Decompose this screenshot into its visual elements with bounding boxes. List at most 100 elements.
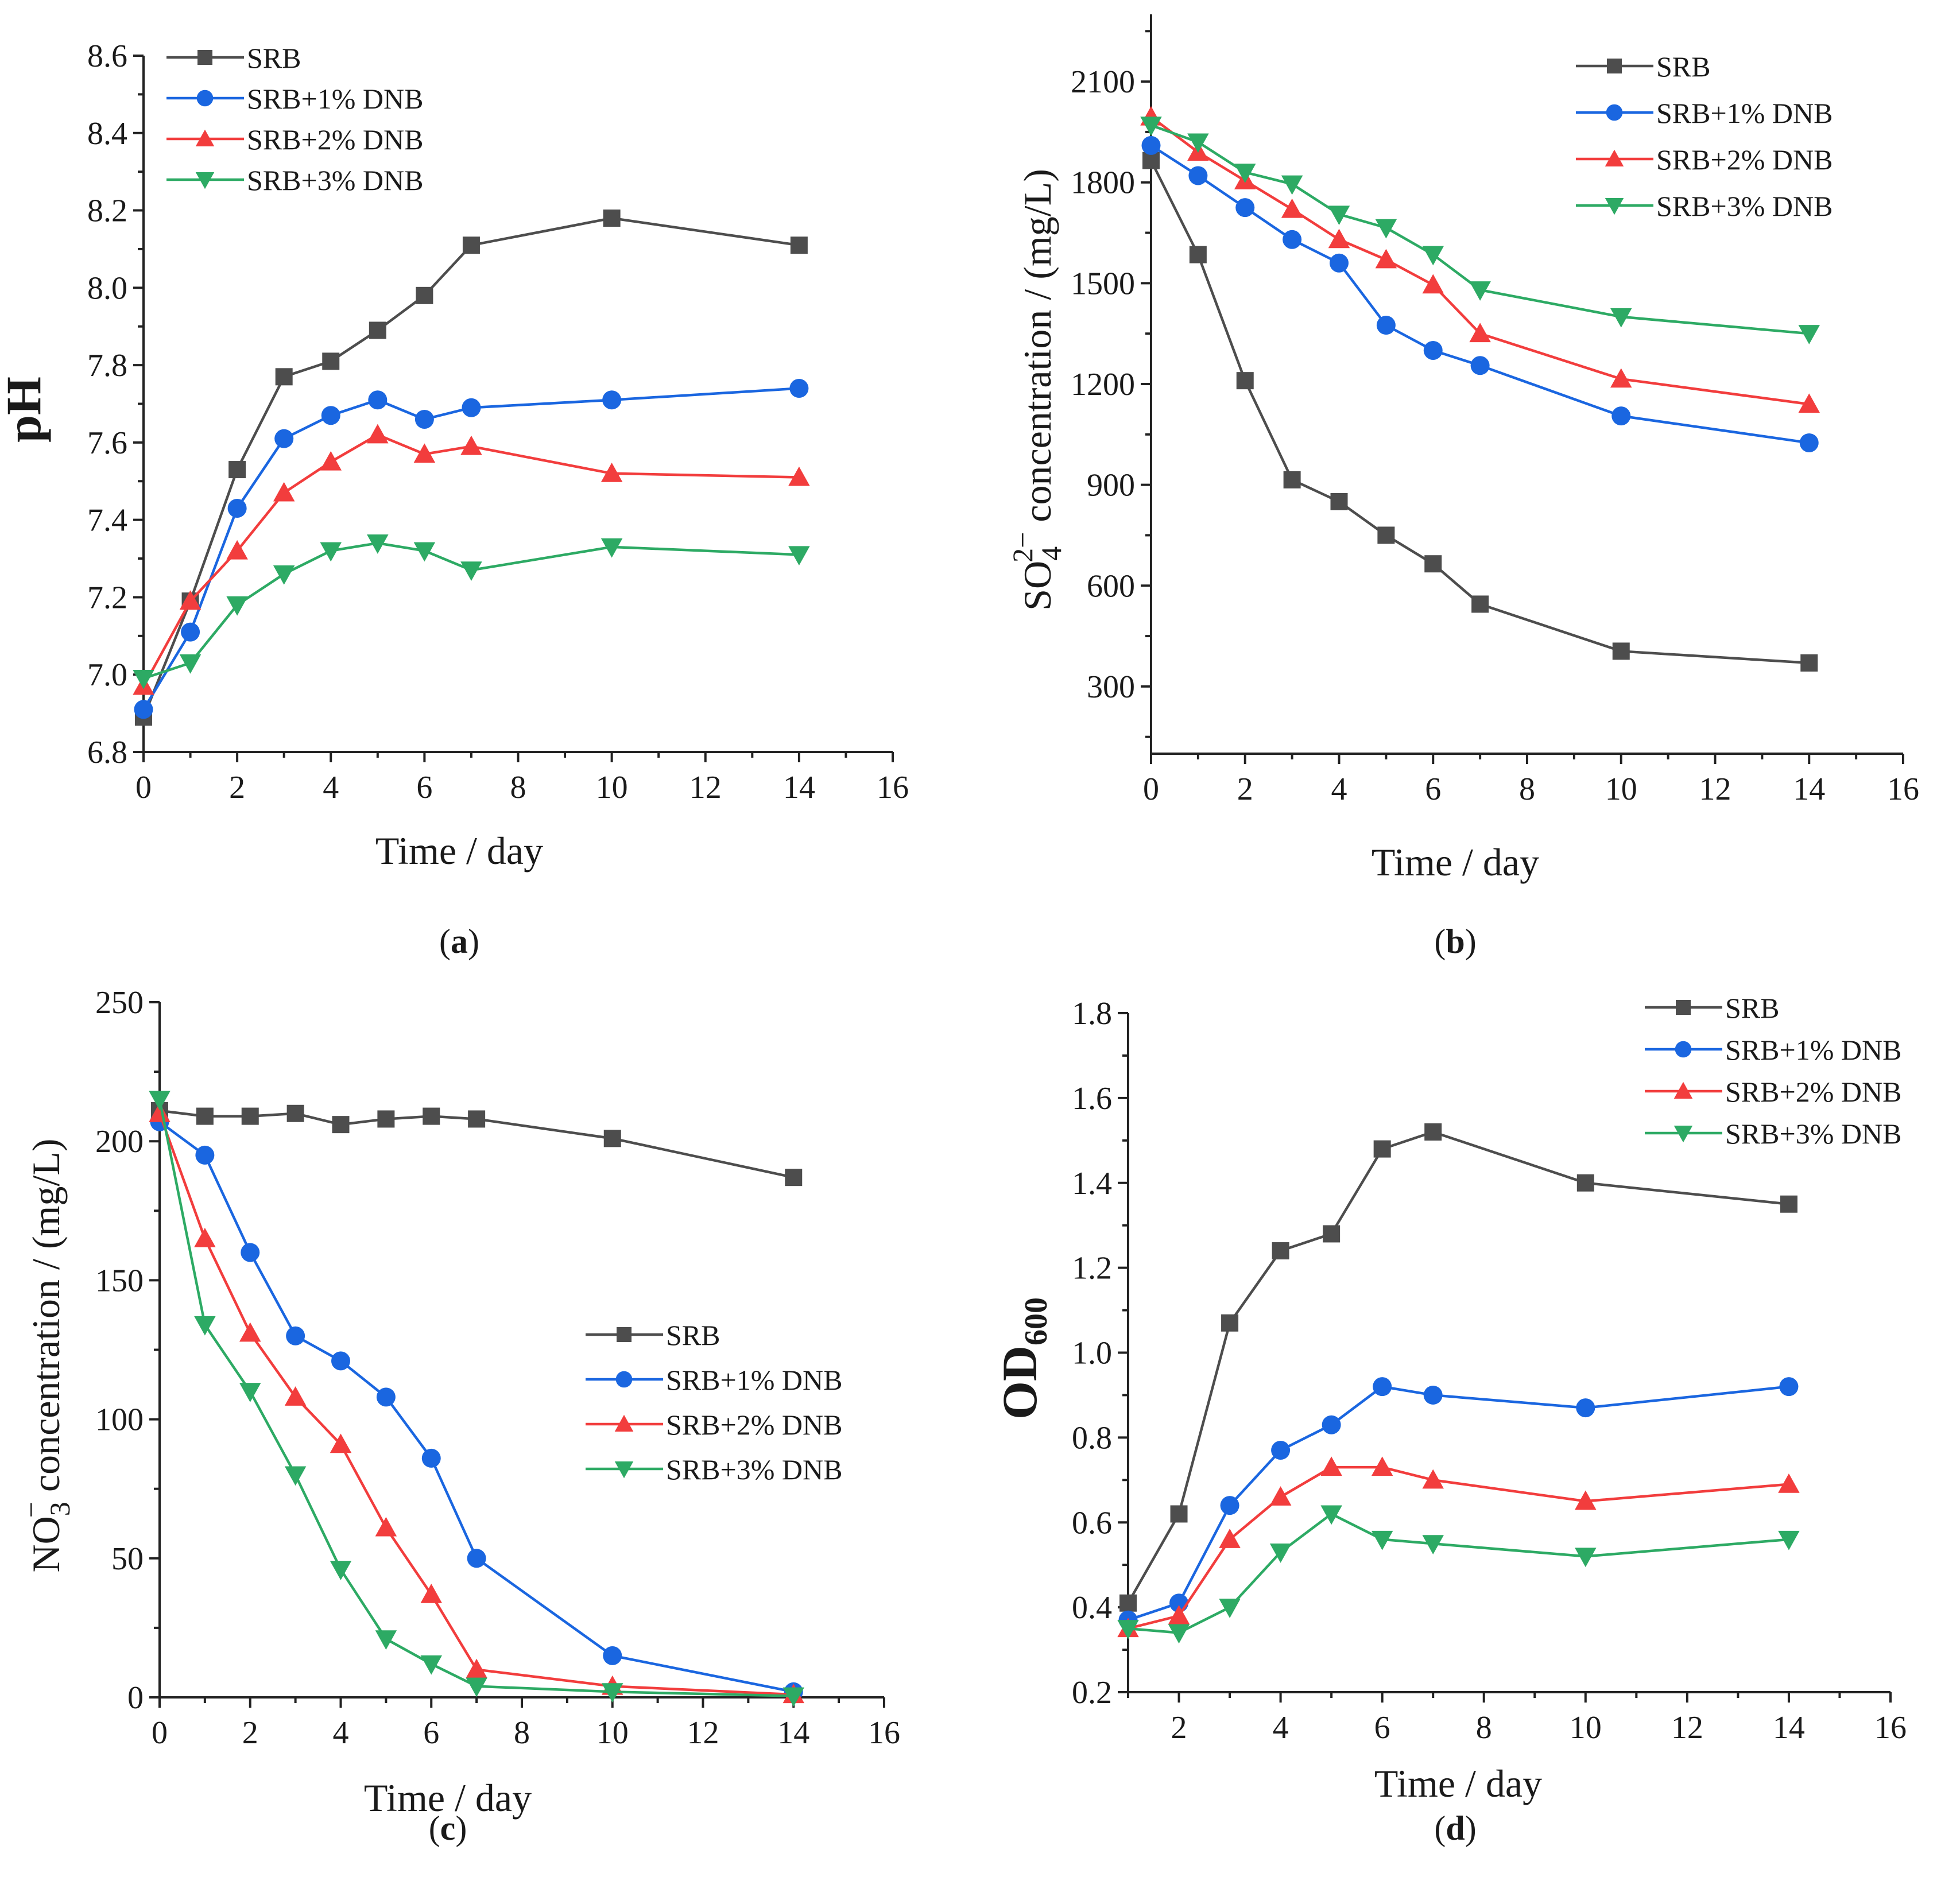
series-srb [151,1102,803,1186]
data-point [241,1107,259,1125]
data-point [377,1110,395,1128]
data-point [603,1130,621,1147]
legend-marker-icon [615,1371,633,1388]
data-point [179,590,202,610]
legend-marker-icon [1607,59,1622,73]
legend-label: SRB+1% DNB [666,1364,842,1396]
y-tick-label: 300 [1087,669,1135,705]
chart-panel-c: 0 2 4 6 8 10 12 14 16 0 50 100 150 200 250 SRB SRB+1% DN… [15,985,900,1847]
data-point [462,236,480,254]
y-title-subscript: 3 [44,1502,76,1516]
legend-marker-icon [1673,1081,1693,1099]
legend-label: SRB+1% DNB [247,83,423,115]
caption-letter: b [1446,922,1465,960]
legend-item: SRB+3% DNB [166,164,423,196]
data-point [420,1655,442,1675]
x-tick-label: 12 [687,1715,719,1751]
data-point [330,1561,352,1580]
data-point [1424,1123,1442,1141]
data-point [1470,356,1490,375]
caption-letter: c [440,1809,456,1847]
data-point [1422,1469,1444,1489]
y-tick-label: 0.2 [1072,1675,1112,1711]
legend-label: SRB+3% DNB [1656,190,1833,222]
data-point [226,596,248,616]
series-srb-1-dnb [150,1112,803,1701]
data-point [1424,555,1442,573]
x-tick-label: 2 [229,770,245,805]
x-tick-label: 14 [783,770,815,805]
data-point [1610,368,1632,388]
x-tick-label: 10 [596,770,628,805]
data-point [181,622,200,642]
data-point [603,1646,622,1665]
data-point [790,236,808,254]
x-tick-label: 8 [514,1715,530,1751]
caption-close-paren: ) [468,922,479,960]
legend-item: SRB [586,1319,720,1351]
x-tick-label: 6 [416,770,432,805]
data-point [195,1145,215,1165]
data-point [1187,133,1209,153]
data-point [241,1243,260,1262]
data-point [1422,274,1444,294]
data-point [273,482,295,502]
data-point [1281,198,1303,218]
caption-close-paren: ) [1465,1809,1477,1847]
y-tick-label: 7.8 [87,348,127,383]
data-point [1576,1398,1595,1418]
data-point [788,466,810,486]
legend-marker-icon [1676,1000,1691,1015]
data-point [601,463,623,482]
data-point [602,1683,623,1703]
series-line [143,541,799,680]
x-tick-label: 0 [1143,771,1159,807]
legend-label: SRB+2% DNB [1656,144,1833,176]
data-point [466,1677,487,1697]
data-point [1375,249,1397,269]
x-axis-title: Time / day [1374,1762,1542,1805]
legend-item: SRB+1% DNB [166,83,423,115]
y-tick-label: 100 [95,1402,144,1438]
y-title-base: OD [992,1345,1047,1420]
data-point [332,1116,350,1134]
data-point [149,1091,171,1111]
data-point [375,1517,397,1537]
legend-item: SRB+2% DNB [1576,144,1833,176]
legend-marker-icon [1605,198,1624,215]
data-point [1798,393,1820,413]
y-tick-label: 1.8 [1072,996,1112,1032]
legend-item: SRB+3% DNB [1645,1118,1901,1150]
data-point [603,210,621,227]
series-line [1127,1130,1789,1604]
y-tick-label: 8.4 [87,116,127,152]
data-point [782,1687,804,1707]
series-line [142,216,800,718]
data-point [467,1549,486,1568]
x-tick-label: 10 [1570,1710,1602,1746]
x-tick-label: 4 [1331,771,1347,807]
data-point [1119,1594,1137,1612]
data-point [1323,1225,1341,1243]
caption-open-paren: ( [439,922,451,960]
series-line [1149,160,1810,665]
x-tick-label: 14 [1773,1710,1805,1746]
y-tick-label: 1.0 [1072,1336,1112,1371]
x-tick-label: 10 [1605,771,1637,807]
legend-marker-icon [197,50,212,65]
series-srb-1-dnb [134,379,809,719]
legend-marker-icon [196,90,214,107]
x-tick-label: 6 [1374,1710,1390,1746]
y-tick-label: 8.6 [87,38,127,74]
data-point [286,1104,304,1122]
series-line [159,1109,794,1179]
data-point [1272,1242,1289,1260]
data-point [1168,1605,1190,1624]
caption-open-paren: ( [1434,922,1446,960]
y-tick-label: 1800 [1071,165,1135,201]
data-point [239,1322,261,1342]
data-point [369,321,386,339]
data-point [1234,164,1256,183]
y-tick-label: 1.6 [1072,1081,1112,1116]
x-tick-label: 6 [1425,771,1441,807]
